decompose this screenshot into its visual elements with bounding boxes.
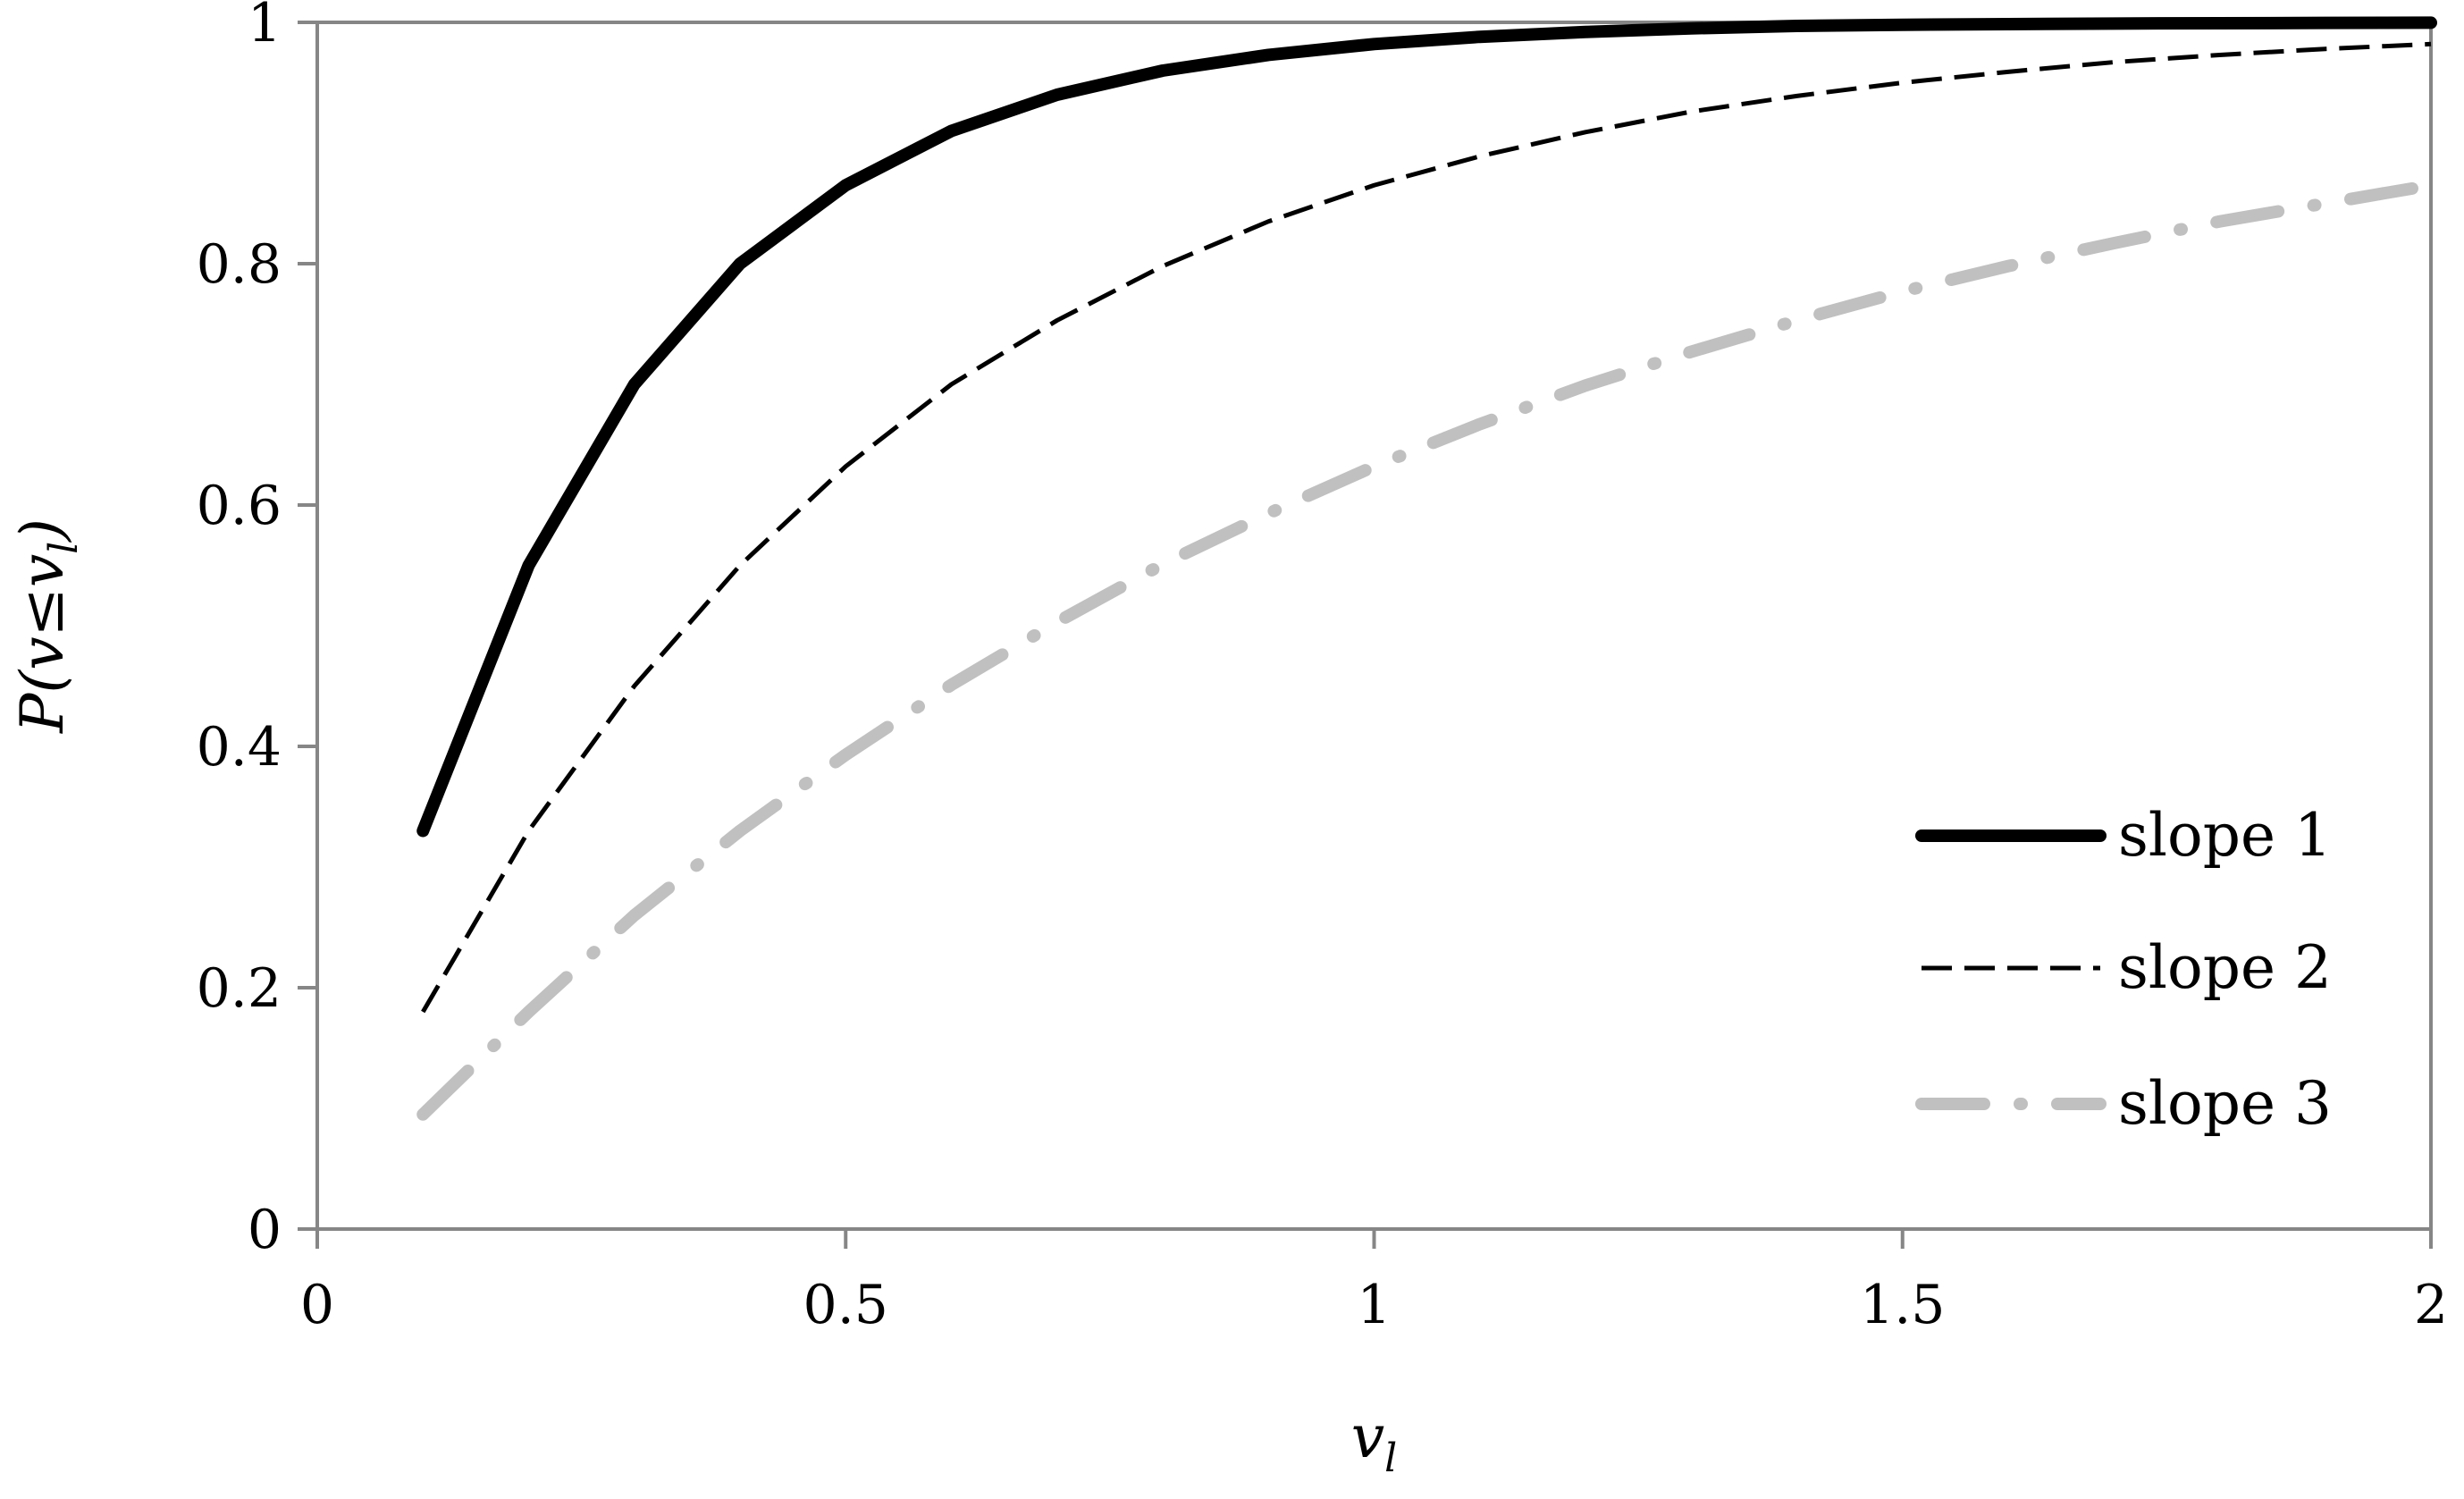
y-tick-label: 1 <box>248 0 282 55</box>
legend-label-3: slope 3 <box>2118 1069 2332 1138</box>
axes: 0 0.5 1 1.5 2 0 0.2 0.4 0.6 0.8 1 <box>197 0 2449 1336</box>
y-tick-label: 0.6 <box>197 475 282 537</box>
legend-label-1: slope 1 <box>2118 801 2332 870</box>
legend-label-2: slope 2 <box>2118 933 2332 1002</box>
y-tick-label: 0.8 <box>197 233 282 296</box>
series-layer <box>416 16 2437 1121</box>
x-tick-label: 0 <box>300 1274 334 1336</box>
series-line-1 <box>416 16 2437 838</box>
legend: slope 1 slope 2 slope 3 <box>1915 801 2332 1138</box>
y-tick-label: 0.2 <box>197 957 282 1020</box>
series-line-2 <box>421 41 2432 1014</box>
x-tick-label: 0.5 <box>803 1274 888 1336</box>
x-axis-title: vl <box>1351 1402 1397 1481</box>
y-tick-label: 0 <box>248 1199 282 1261</box>
y-axis-title: P(v≤vl) <box>8 518 87 734</box>
x-tick-label: 2 <box>2414 1274 2448 1336</box>
x-tick-label: 1 <box>1357 1274 1391 1336</box>
series-line-3 <box>416 179 2437 1121</box>
x-tick-label: 1.5 <box>1860 1274 1945 1336</box>
y-tick-label: 0.4 <box>197 716 282 779</box>
